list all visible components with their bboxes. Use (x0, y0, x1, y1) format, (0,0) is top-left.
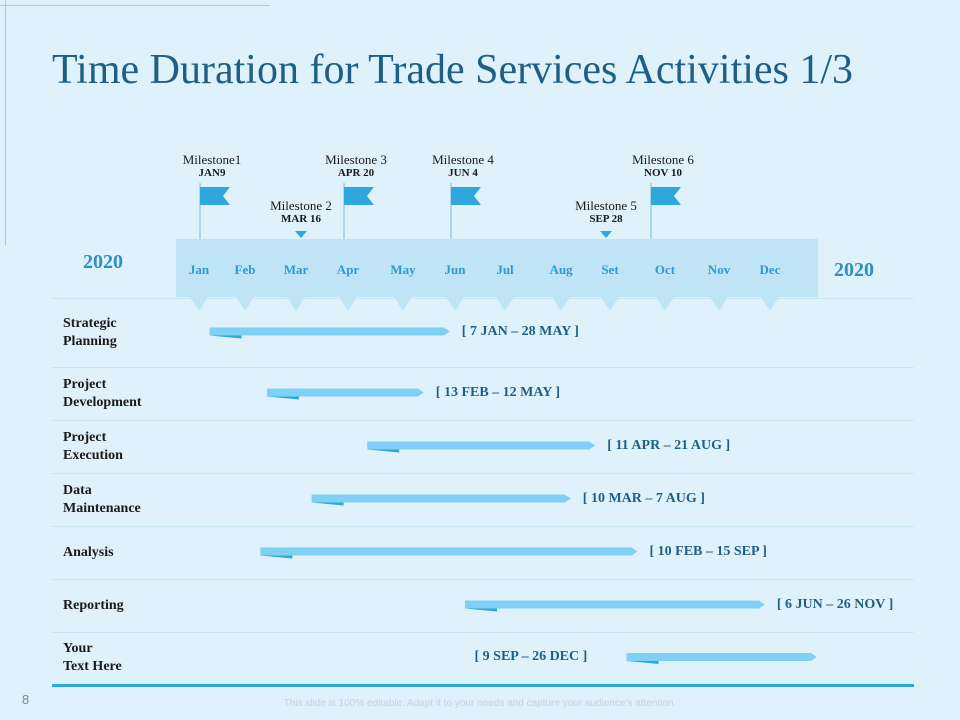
month-tab (446, 297, 464, 311)
month-label: Apr (336, 262, 360, 277)
month-label: Dec (759, 262, 781, 277)
corner-rule-horizontal (0, 5, 270, 6)
activity-label-line2: Text Here (63, 659, 122, 674)
activity-range: [ 11 APR – 21 AUG ] (607, 437, 731, 453)
milestone-marker-icon (600, 231, 612, 238)
month-tab (656, 297, 674, 311)
activity-bar (311, 494, 571, 503)
milestone-label: Milestone 3 (325, 152, 387, 167)
month-tab (236, 297, 254, 311)
activity-range: [ 7 JAN – 28 MAY ] (461, 323, 579, 339)
activity-label: Project Execution (63, 429, 123, 465)
activity-bar-shadow (465, 608, 497, 612)
month-label: Jun (444, 262, 466, 277)
month-tab (601, 297, 619, 311)
month-tab (710, 297, 728, 311)
activity-label-line1: Project (63, 376, 107, 392)
activity-bar (266, 388, 424, 397)
milestone-label: Milestone 6 (632, 152, 694, 167)
activity-range: [ 10 MAR – 7 AUG ] (582, 490, 705, 506)
activity-bar-shadow (367, 449, 400, 453)
activity-label-line2: Execution (63, 447, 123, 463)
page-title: Time Duration for Trade Services Activit… (52, 47, 854, 93)
activity-label-line1: Analysis (63, 544, 114, 560)
activity-range: [ 9 SEP – 26 DEC ] (474, 649, 588, 664)
month-label: Feb (234, 262, 256, 277)
year-right: 2020 (834, 259, 874, 281)
row-separator (52, 420, 914, 421)
milestone-flag-icon (451, 187, 481, 205)
activity-bar (465, 600, 765, 609)
month-label: Aug (549, 262, 573, 277)
activity-label-line1: Reporting (63, 597, 124, 613)
month-band (176, 239, 818, 297)
milestone-label: Milestone 2 (270, 198, 332, 213)
activity-label-line1: Project (63, 429, 107, 445)
month-label: Oct (654, 262, 676, 277)
corner-rule-vertical (5, 0, 6, 245)
month-tab (761, 297, 779, 311)
activity-label-line2: Development (63, 394, 142, 410)
activity-bar-shadow (311, 502, 344, 506)
activity-label: Reporting (63, 597, 124, 615)
activity-bar-shadow (209, 335, 242, 339)
activity-label-line2: Planning (63, 333, 117, 349)
month-tab (394, 297, 412, 311)
activity-bar-shadow (626, 661, 659, 664)
row-separator (52, 579, 914, 580)
bottom-rule (52, 684, 914, 687)
activity-label: Analysis (63, 544, 114, 562)
month-tab (339, 297, 357, 311)
month-label: Nov (707, 262, 731, 277)
activity-label: Data Maintenance (63, 482, 141, 518)
row-separator (52, 526, 914, 527)
activity-bar (626, 653, 817, 661)
row-separator (52, 298, 914, 299)
month-tab (496, 297, 514, 311)
milestone-flag-icon (344, 187, 374, 205)
activity-label-line1: Strategic (63, 315, 117, 331)
activity-bar (209, 327, 450, 336)
month-label: Set (601, 262, 619, 277)
page-number: 8 (22, 692, 30, 707)
activity-label-line1: Your (63, 641, 93, 656)
activity-bar (367, 441, 596, 450)
milestone-flag-icon (651, 187, 681, 205)
activity-label-line2: Maintenance (63, 500, 141, 516)
milestone-date: APR 20 (337, 167, 375, 179)
row-separator (52, 367, 914, 368)
month-label: May (390, 262, 416, 277)
milestone-date: JAN9 (198, 167, 226, 179)
row-separator (52, 632, 914, 633)
activity-bar-shadow (266, 396, 299, 400)
milestone-label: Milestone 4 (432, 152, 494, 167)
milestone-label: Milestone 5 (575, 198, 637, 213)
milestone-flag-icon (200, 187, 230, 205)
month-tab (287, 297, 305, 311)
row-separator (52, 473, 914, 474)
month-label: Jan (188, 262, 210, 277)
activity-label: Project Development (63, 376, 142, 412)
activity-range: [ 13 FEB – 12 MAY ] (435, 384, 560, 400)
month-tab (552, 297, 570, 311)
milestone-date: JUN 4 (448, 167, 478, 179)
activity-label: Your Text Here (63, 640, 122, 676)
milestone-label: Milestone1 (182, 152, 242, 167)
month-tab (190, 297, 208, 311)
activity-bar (260, 547, 638, 556)
year-left: 2020 (83, 251, 123, 273)
milestone-date: MAR 16 (280, 213, 322, 225)
activity-range: [ 10 FEB – 15 SEP ] (649, 543, 767, 559)
month-label: Jul (496, 262, 514, 277)
milestone-marker-icon (295, 231, 307, 238)
footer-note: This slide is 100% editable. Adapt it to… (283, 698, 677, 709)
month-label: Mar (283, 262, 309, 277)
activity-label-line1: Data (63, 482, 92, 498)
milestone-date: SEP 28 (589, 213, 623, 225)
activity-label: Strategic Planning (63, 315, 117, 351)
milestone-date: NOV 10 (644, 167, 682, 179)
activity-range: [ 6 JUN – 26 NOV ] (776, 596, 894, 612)
activity-bar-shadow (260, 555, 293, 559)
